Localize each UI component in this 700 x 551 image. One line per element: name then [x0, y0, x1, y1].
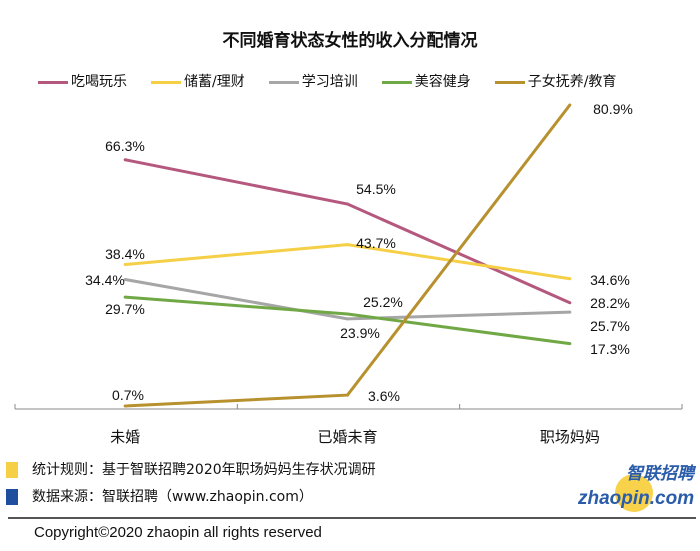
note-text: 数据来源：智联招聘（www.zhaopin.com）	[32, 489, 313, 505]
legend-swatch	[268, 81, 299, 84]
legend-item: 学习培训	[268, 74, 358, 91]
legend-label: 吃喝玩乐	[71, 74, 127, 90]
data-label: 29.7%	[105, 301, 145, 317]
data-label: 34.4%	[85, 272, 125, 288]
data-point	[123, 404, 127, 408]
legend-swatch	[494, 81, 525, 84]
legend: 吃喝玩乐 储蓄/理财 学习培训 美容健身 子女抚养/教育	[38, 74, 616, 91]
copyright: Copyright©2020 zhaopin all rights reserv…	[34, 524, 322, 541]
series-line	[124, 158, 571, 305]
legend-swatch	[38, 81, 68, 84]
legend-label: 子女抚养/教育	[527, 74, 617, 90]
data-point	[346, 202, 349, 206]
logo-en: zhaopin.com	[578, 488, 695, 509]
legend-label: 学习培训	[301, 74, 358, 90]
data-point	[568, 103, 572, 107]
note-text: 统计规则：基于智联招聘2020年职场妈妈生存状况调研	[32, 462, 376, 478]
series-line	[125, 104, 572, 408]
data-point	[568, 310, 572, 314]
data-point	[123, 295, 127, 299]
data-label: 34.6%	[590, 272, 630, 288]
data-label: 54.5%	[356, 181, 396, 197]
logo-circle	[615, 474, 653, 512]
yellow-square-icon	[6, 462, 18, 478]
data-point	[568, 301, 572, 305]
legend-swatch	[151, 81, 181, 84]
data-point	[123, 262, 127, 266]
data-point	[123, 158, 127, 162]
legend-label: 储蓄/理财	[184, 74, 245, 90]
data-label: 28.2%	[590, 295, 630, 311]
data-point	[346, 243, 349, 247]
data-label: 17.3%	[590, 341, 630, 357]
data-label: 38.4%	[105, 246, 145, 262]
divider	[8, 517, 696, 519]
logo-cn: 智联招聘	[626, 464, 694, 484]
note-data-source: 数据来源：智联招聘（www.zhaopin.com）	[6, 488, 313, 506]
data-label: 80.9%	[593, 101, 633, 117]
blue-square-icon	[6, 489, 18, 505]
legend-item: 吃喝玩乐	[38, 74, 127, 91]
legend-label: 美容健身	[414, 74, 471, 90]
legend-item: 美容健身	[381, 74, 471, 91]
note-stat-rule: 统计规则：基于智联招聘2020年职场妈妈生存状况调研	[6, 461, 376, 479]
data-point	[346, 312, 349, 316]
data-label: 43.7%	[356, 235, 396, 251]
chart-title: 不同婚育状态女性的收入分配情况	[222, 31, 478, 51]
legend-item: 储蓄/理财	[151, 74, 245, 91]
data-point	[568, 277, 572, 281]
legend-item: 子女抚养/教育	[494, 74, 617, 91]
x-tick-label: 职场妈妈	[540, 428, 600, 446]
data-label: 23.9%	[340, 325, 380, 341]
data-point	[346, 393, 349, 397]
x-tick-label: 未婚	[110, 428, 140, 446]
data-label: 25.2%	[363, 294, 403, 310]
legend-swatch	[381, 81, 412, 84]
data-label: 66.3%	[105, 138, 145, 154]
data-point	[123, 277, 127, 281]
data-point	[346, 317, 349, 321]
data-label: 25.7%	[590, 318, 630, 334]
x-tick-label: 已婚未育	[317, 428, 377, 446]
data-point	[568, 342, 572, 346]
zhaopin-logo: 智联招聘 zhaopin.com	[570, 464, 695, 514]
data-label: 0.7%	[112, 387, 144, 403]
data-label: 3.6%	[368, 388, 400, 404]
